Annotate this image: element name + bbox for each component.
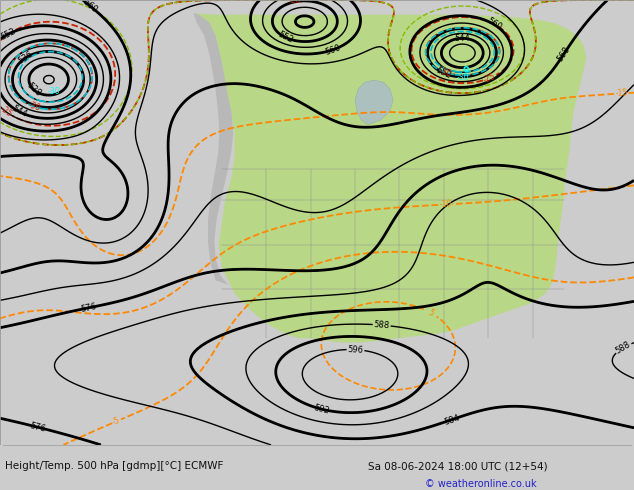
Text: -25: -25	[482, 72, 497, 85]
Text: 552: 552	[0, 26, 17, 42]
Text: Height/Temp. 500 hPa [gdmp][°C] ECMWF: Height/Temp. 500 hPa [gdmp][°C] ECMWF	[5, 462, 223, 471]
Text: 568: 568	[556, 45, 573, 63]
Text: 560: 560	[485, 17, 503, 32]
Text: -15: -15	[615, 89, 628, 98]
Polygon shape	[197, 13, 586, 343]
Polygon shape	[355, 80, 393, 124]
Text: 552: 552	[276, 29, 294, 45]
Text: 552: 552	[434, 66, 452, 80]
Text: 536: 536	[16, 50, 35, 66]
Text: o: o	[463, 64, 469, 74]
Text: -30: -30	[438, 66, 453, 79]
Text: -20: -20	[288, 0, 301, 4]
Text: -5: -5	[112, 416, 122, 427]
Text: 588: 588	[614, 340, 633, 356]
Text: 560: 560	[324, 43, 342, 57]
Polygon shape	[193, 13, 233, 285]
Text: 528: 528	[25, 81, 43, 98]
Text: 544: 544	[455, 34, 470, 43]
Text: 544: 544	[10, 104, 28, 119]
Text: -30: -30	[27, 100, 41, 113]
Text: -30: -30	[456, 74, 469, 82]
Text: 584: 584	[443, 413, 461, 426]
Text: 588: 588	[373, 320, 390, 330]
Text: 5: 5	[426, 307, 435, 318]
Text: 596: 596	[347, 345, 364, 355]
Text: Sa 08-06-2024 18:00 UTC (12+54): Sa 08-06-2024 18:00 UTC (12+54)	[368, 462, 547, 471]
Text: © weatheronline.co.uk: © weatheronline.co.uk	[425, 479, 536, 489]
Text: 576: 576	[81, 302, 98, 314]
Text: -30: -30	[48, 87, 60, 96]
Text: 592: 592	[313, 403, 331, 416]
Text: -10: -10	[439, 199, 451, 209]
Text: -25: -25	[0, 104, 14, 119]
Text: 576: 576	[29, 421, 47, 434]
Text: 560: 560	[81, 0, 99, 15]
